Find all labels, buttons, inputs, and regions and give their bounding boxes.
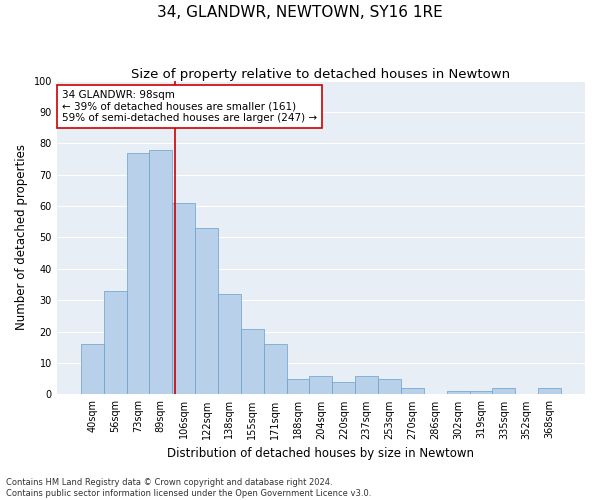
- Bar: [218, 294, 241, 394]
- Text: 34 GLANDWR: 98sqm
← 39% of detached houses are smaller (161)
59% of semi-detache: 34 GLANDWR: 98sqm ← 39% of detached hous…: [62, 90, 317, 123]
- Bar: [241, 328, 264, 394]
- Bar: [355, 376, 378, 394]
- Bar: [332, 382, 355, 394]
- Text: Contains HM Land Registry data © Crown copyright and database right 2024.
Contai: Contains HM Land Registry data © Crown c…: [6, 478, 371, 498]
- Bar: [378, 378, 401, 394]
- Bar: [81, 344, 104, 395]
- X-axis label: Distribution of detached houses by size in Newtown: Distribution of detached houses by size …: [167, 447, 475, 460]
- Bar: [127, 152, 149, 394]
- Bar: [264, 344, 287, 395]
- Bar: [195, 228, 218, 394]
- Bar: [401, 388, 424, 394]
- Bar: [493, 388, 515, 394]
- Text: 34, GLANDWR, NEWTOWN, SY16 1RE: 34, GLANDWR, NEWTOWN, SY16 1RE: [157, 5, 443, 20]
- Bar: [446, 392, 470, 394]
- Y-axis label: Number of detached properties: Number of detached properties: [15, 144, 28, 330]
- Bar: [104, 291, 127, 395]
- Bar: [470, 392, 493, 394]
- Bar: [287, 378, 310, 394]
- Bar: [172, 203, 195, 394]
- Bar: [310, 376, 332, 394]
- Bar: [149, 150, 172, 394]
- Title: Size of property relative to detached houses in Newtown: Size of property relative to detached ho…: [131, 68, 511, 80]
- Bar: [538, 388, 561, 394]
